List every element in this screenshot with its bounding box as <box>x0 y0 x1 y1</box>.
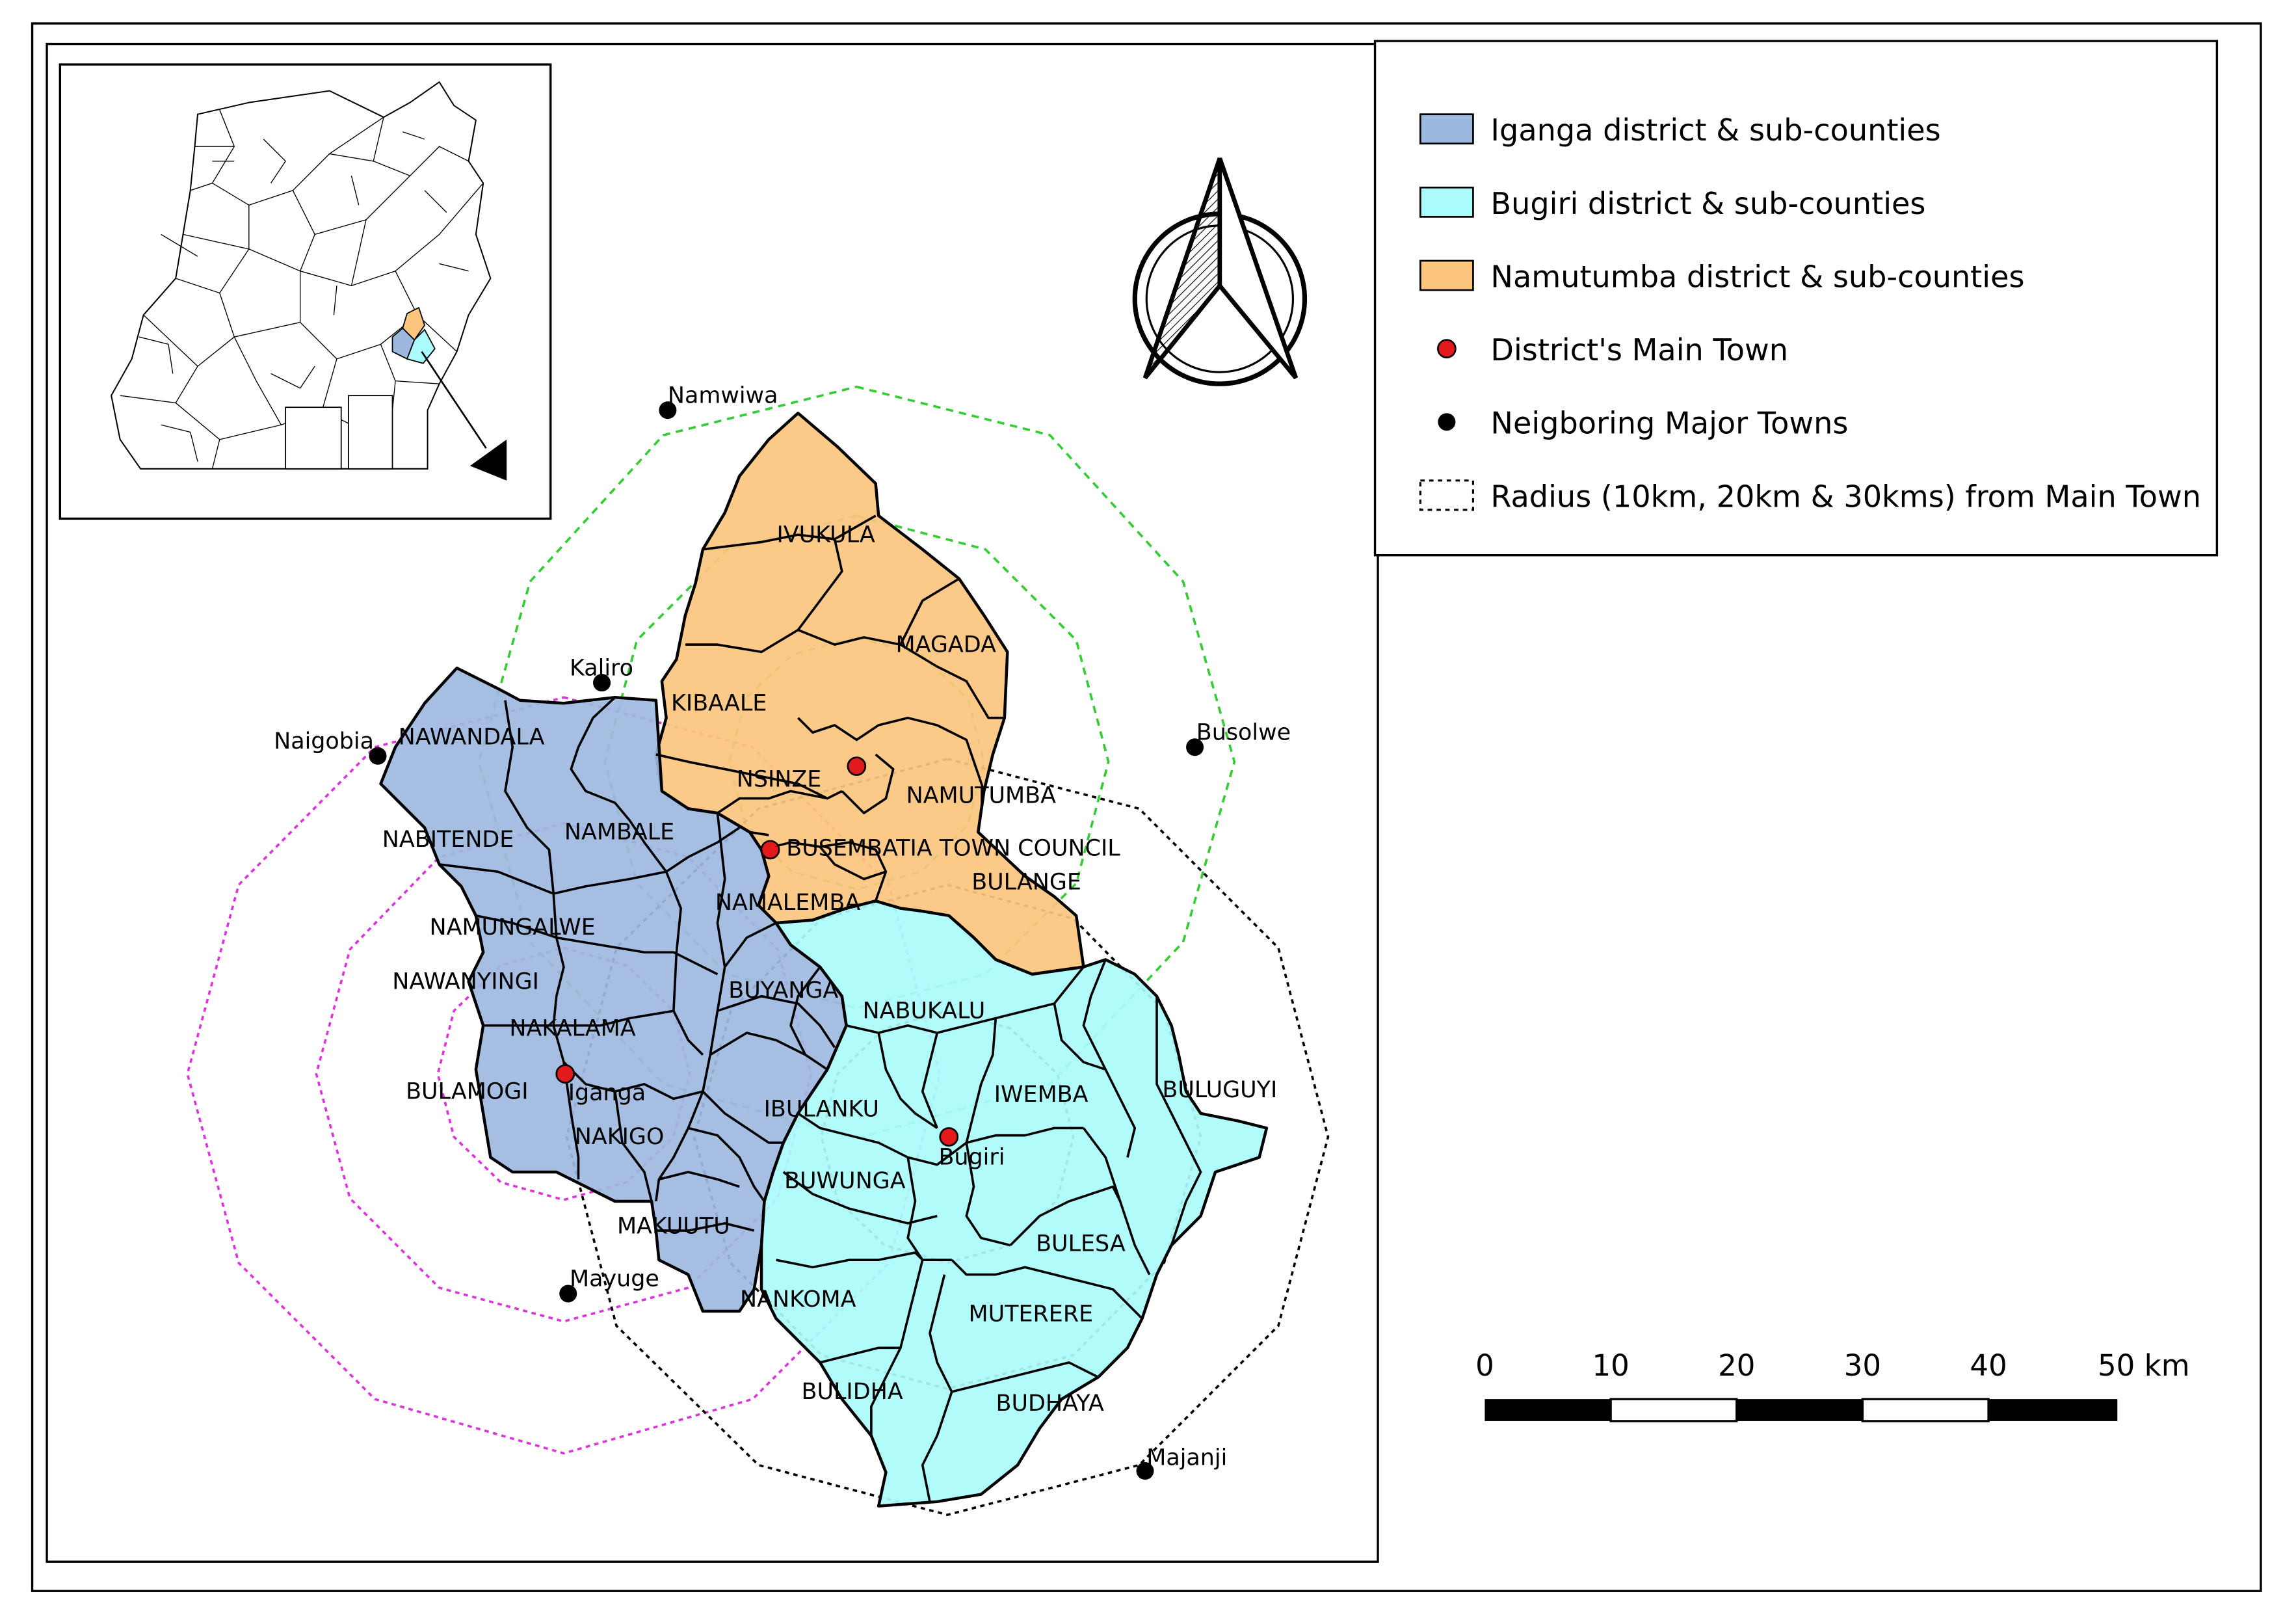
scale-bar: 0 10 20 30 40 50 km <box>1475 1348 2190 1422</box>
radius-ring <box>477 385 1236 1140</box>
subcounty-label: NAMUNGALWE <box>429 914 595 940</box>
town-labels: Iganga Bugiri Namwiwa Kaliro Naigobia Bu… <box>274 382 1291 1471</box>
subcounty-label: BULIDHA <box>802 1379 903 1405</box>
legend-swatch-radius <box>1419 479 1475 511</box>
subcounty-label: MAGADA <box>896 632 996 658</box>
subcounty-labels: IVUKULA MAGADA KIBAALE NSINZE NAMUTUMBA … <box>382 522 1277 1417</box>
subcounty-label: BULUGUYI <box>1162 1077 1277 1103</box>
subcounty-label: NAKIGO <box>575 1124 665 1150</box>
scale-tick-label: 0 <box>1475 1348 1494 1383</box>
subcounty-label: IBULANKU <box>764 1096 879 1122</box>
legend-box <box>1373 40 2219 557</box>
subcounty-label: NAWANDALA <box>399 724 545 750</box>
scale-tick-label: 50 km <box>2098 1348 2190 1383</box>
major-town-dot <box>559 1285 577 1303</box>
main-town-markers <box>555 756 959 1147</box>
major-town-label: Namwiwa <box>668 382 778 408</box>
major-town-label: Majanji <box>1146 1445 1227 1471</box>
bugiri-district <box>759 900 1269 1508</box>
radius-ring <box>436 946 691 1201</box>
legend-label: Radius (10km, 20km & 30kms) from Main To… <box>1490 479 2201 514</box>
subcounty-label: MUTERERE <box>969 1301 1094 1327</box>
subcounty-label: BUDHAYA <box>996 1391 1104 1417</box>
scale-tick-label: 40 <box>1970 1348 2007 1383</box>
major-town-label: Naigobia <box>274 728 374 754</box>
legend-label: Namutumba district & sub-counties <box>1490 259 2024 294</box>
major-town-dot <box>659 401 677 420</box>
legend-main-town-dot <box>1437 339 1457 358</box>
legend-label: District's Main Town <box>1490 332 1788 367</box>
major-town-label: Kaliro <box>570 655 633 681</box>
north-arrow-icon <box>1132 157 1308 386</box>
main-town-dot <box>939 1127 959 1147</box>
main-town-dot <box>760 840 780 860</box>
subcounty-label: IVUKULA <box>776 522 875 548</box>
legend-swatch-iganga <box>1419 113 1474 145</box>
legend-label: Neigboring Major Towns <box>1490 406 1848 441</box>
subcounty-label: BULESA <box>1036 1231 1126 1257</box>
subcounty-label: NAMBALE <box>564 820 674 846</box>
iganga-district <box>379 666 848 1313</box>
subcounty-label: NAMALEMBA <box>715 890 860 916</box>
legend: Iganga district & sub-counties Bugiri di… <box>1373 40 2219 557</box>
major-town-dot <box>593 674 611 692</box>
legend-swatch-namutumba <box>1419 260 1474 291</box>
main-town-dot <box>555 1064 575 1084</box>
legend-label: Bugiri district & sub-counties <box>1490 186 1925 221</box>
subcounty-boundaries <box>439 514 1202 1502</box>
subcounty-label: NAKALAMA <box>509 1016 635 1042</box>
subcounty-label: BUWUNGA <box>784 1168 906 1194</box>
major-town-dot <box>1186 738 1204 756</box>
legend-label: Iganga district & sub-counties <box>1490 113 1940 148</box>
subcounty-label: NAMUTUMBA <box>906 782 1056 808</box>
subcounty-label: BULAMOGI <box>406 1078 528 1104</box>
main-town-label: Bugiri <box>938 1145 1005 1171</box>
legend-swatch-bugiri <box>1419 186 1474 218</box>
scale-tick-label: 20 <box>1718 1348 1755 1383</box>
main-town-dot <box>847 756 867 776</box>
subcounty-label: NANKOMA <box>740 1286 856 1313</box>
main-town-label: Iganga <box>568 1080 646 1106</box>
subcounty-label: MAKUUTU <box>617 1214 730 1240</box>
major-town-markers <box>369 401 1204 1480</box>
outer-frame <box>31 22 2262 1592</box>
subcounty-label: NSINZE <box>737 767 822 793</box>
subcounty-label: BUSEMBATIA TOWN COUNCIL <box>786 835 1120 861</box>
map-frame <box>46 42 1379 1563</box>
major-town-label: Busolwe <box>1196 720 1291 746</box>
subcounty-label: NABUKALU <box>863 998 986 1024</box>
major-town-dot <box>1136 1461 1154 1480</box>
major-town-dot <box>369 747 387 765</box>
scale-tick-label: 30 <box>1844 1348 1881 1383</box>
subcounty-label: KIBAALE <box>671 690 767 716</box>
subcounty-label: IWEMBA <box>994 1082 1089 1108</box>
major-town-label: Mayuge <box>570 1266 659 1292</box>
subcounty-label: BULANGE <box>971 869 1081 895</box>
subcounty-label: NABITENDE <box>382 827 514 853</box>
radius-ring <box>565 757 1330 1516</box>
inset-map-uganda <box>59 63 552 520</box>
subcounty-label: BUYANGA <box>728 978 838 1004</box>
subcounty-label: NAWANYINGI <box>392 968 539 994</box>
scale-tick-label: 10 <box>1592 1348 1629 1383</box>
legend-major-town-dot <box>1438 413 1456 431</box>
